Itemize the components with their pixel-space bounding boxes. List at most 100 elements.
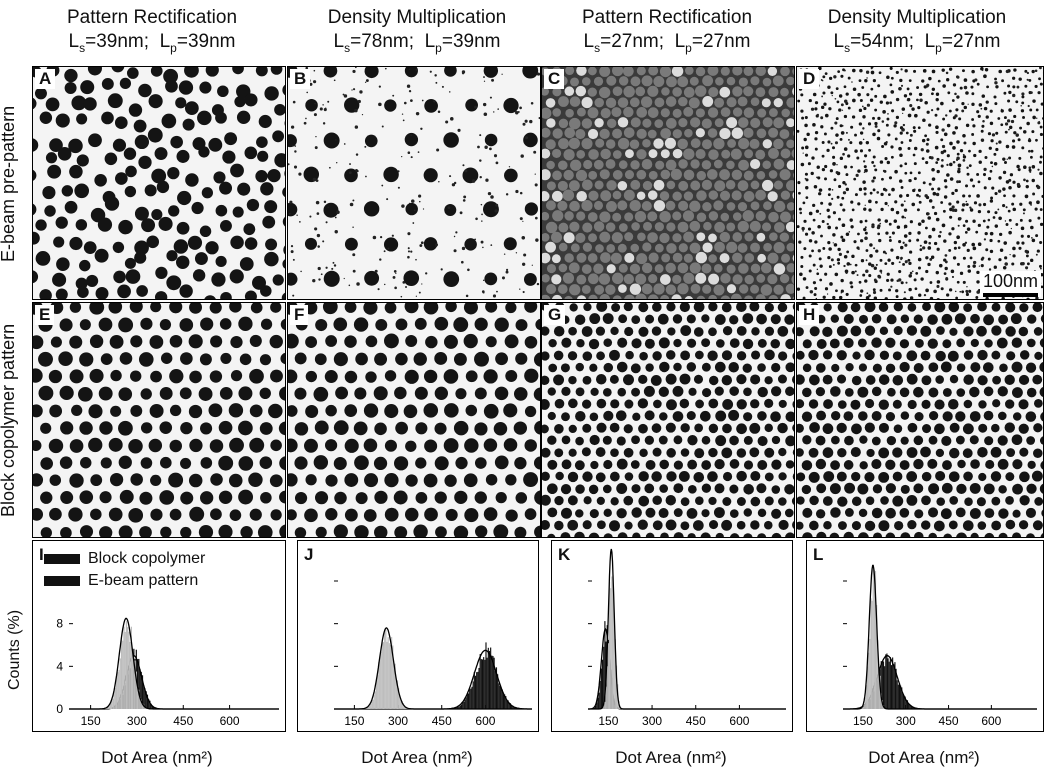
micrograph-dot [987, 132, 992, 136]
histogram-bar [479, 654, 481, 709]
micrograph-dot [721, 303, 732, 313]
micrograph-dot [600, 252, 611, 263]
micrograph-dot [1019, 202, 1023, 206]
micrograph-dot [680, 325, 692, 336]
micrograph-speck [355, 67, 357, 69]
micrograph-dot [384, 303, 397, 314]
micrograph-dot [583, 496, 592, 505]
micrograph-speck [447, 206, 451, 210]
micrograph-dot [916, 238, 920, 242]
micrograph-speck [386, 198, 389, 201]
micrograph-dot [363, 438, 378, 453]
micrograph-dot [679, 373, 691, 385]
micrograph-dot [899, 78, 903, 83]
micrograph-dot [900, 314, 910, 324]
micrograph-dot [643, 221, 653, 231]
micrograph-dot [879, 258, 883, 262]
micrograph-dot [927, 216, 932, 220]
micrograph-dot [672, 211, 682, 221]
micrograph-dot [736, 399, 747, 410]
micrograph-dot [864, 154, 868, 158]
micrograph-dot [612, 212, 622, 222]
micrograph-dot [325, 335, 338, 347]
micrograph-dot [764, 520, 773, 530]
micrograph-dot [815, 363, 826, 373]
micrograph-dot [679, 398, 690, 409]
x-tick-label: 600 [729, 714, 749, 728]
histogram-bar [389, 644, 392, 709]
micrograph-speck [397, 186, 400, 189]
micrograph-dot [344, 303, 357, 313]
histogram-bar [117, 672, 119, 709]
micrograph-dot [755, 149, 766, 160]
micrograph-dot [33, 439, 42, 452]
micrograph-dot [257, 525, 273, 537]
micrograph-dot [1032, 520, 1043, 531]
micrograph-dot [874, 94, 878, 98]
micrograph-dot [139, 491, 153, 505]
micrograph-dot [602, 484, 612, 494]
micrograph-dot [255, 170, 268, 183]
micrograph-dot [696, 170, 707, 181]
micrograph-dot [653, 138, 664, 149]
micrograph-dot [1024, 69, 1028, 73]
micrograph-dot [872, 176, 876, 180]
micrograph-dot [849, 141, 853, 145]
histogram-bar [604, 621, 606, 709]
micrograph-speck [963, 85, 968, 90]
micrograph-dot [836, 195, 840, 199]
micrograph-dot [505, 509, 518, 522]
micrograph-speck [494, 209, 498, 213]
micrograph-dot [1027, 460, 1036, 469]
micrograph-dot [119, 77, 132, 90]
micrograph-dot [673, 362, 682, 372]
micrograph-dot [843, 337, 854, 348]
micrograph-dot [869, 243, 873, 247]
micrograph-speck [450, 117, 454, 121]
micrograph-dot [887, 258, 891, 262]
micrograph-dot [838, 295, 843, 299]
micrograph-dot [695, 399, 704, 409]
micrograph-speck [475, 217, 478, 221]
micrograph-dot [1011, 145, 1016, 149]
micrograph-dot [95, 286, 109, 299]
micrograph-speck [441, 85, 444, 88]
micrograph-dot [899, 460, 910, 471]
micrograph-dot [1042, 117, 1043, 120]
micrograph-dot [890, 248, 894, 252]
micrograph-dot [991, 186, 995, 190]
micrograph-dot [690, 180, 701, 191]
micrograph-speck [294, 145, 297, 147]
micrograph-dot [612, 295, 622, 299]
micrograph-dot [514, 456, 527, 470]
micrograph-dot [956, 388, 966, 397]
micrograph-dot [688, 97, 700, 109]
micrograph-dot [546, 284, 557, 295]
micrograph-dot [1015, 223, 1019, 226]
micrograph-dot [653, 283, 665, 295]
micrograph-dot [928, 507, 939, 518]
micrograph-dot [322, 303, 338, 315]
micrograph-dot [560, 483, 572, 495]
micrograph-dot [618, 314, 628, 324]
micrograph-dot [774, 222, 785, 233]
micrograph-dot [673, 508, 683, 518]
histogram-bar [372, 699, 374, 709]
micrograph-dot [1012, 459, 1023, 470]
micrograph-dot [935, 92, 940, 96]
micrograph-dot [708, 327, 717, 337]
micrograph-dot [773, 117, 785, 129]
micrograph-dot [838, 217, 841, 221]
micrograph-dot [780, 67, 790, 77]
micrograph-dot [47, 164, 62, 179]
micrograph-dot [916, 86, 920, 90]
micrograph-dot [864, 349, 875, 361]
histogram-bar [908, 703, 910, 709]
micrograph-dot [893, 424, 903, 433]
micrograph-speck [873, 278, 877, 282]
micrograph-speck [332, 261, 335, 264]
micrograph-dot [606, 118, 617, 129]
micrograph-dot [435, 526, 447, 537]
micrograph-dot [624, 212, 634, 222]
micrograph-dot [949, 422, 960, 433]
